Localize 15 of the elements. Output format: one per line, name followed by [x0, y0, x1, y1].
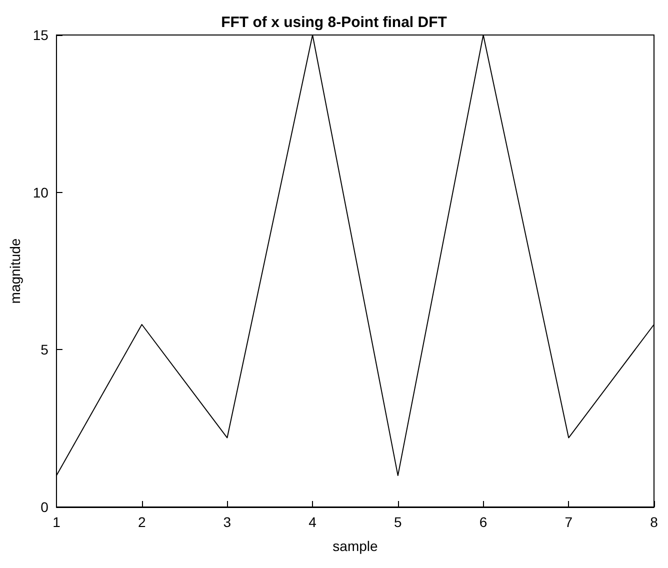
x-tick-label: 7	[564, 514, 573, 530]
x-tick-label: 8	[650, 514, 658, 530]
y-tick-label: 0	[40, 499, 49, 515]
y-tick-label: 15	[32, 27, 49, 43]
x-tick-label: 1	[52, 514, 61, 530]
x-tick-label: 4	[308, 514, 317, 530]
y-tick-label: 10	[32, 184, 49, 200]
y-tick-label: 5	[40, 342, 49, 358]
x-tick-label: 2	[138, 514, 146, 530]
x-tick-label: 5	[394, 514, 402, 530]
x-tick-label: 6	[479, 514, 488, 530]
x-tick-label: 3	[223, 514, 232, 530]
y-axis-title: magnitude	[7, 238, 23, 304]
chart-title: FFT of x using 8-Point final DFT	[221, 14, 447, 31]
x-axis-title: sample	[332, 538, 378, 554]
